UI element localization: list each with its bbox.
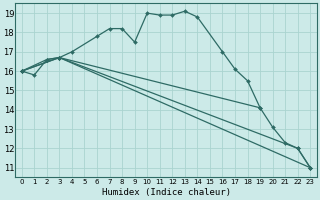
X-axis label: Humidex (Indice chaleur): Humidex (Indice chaleur) [101, 188, 230, 197]
